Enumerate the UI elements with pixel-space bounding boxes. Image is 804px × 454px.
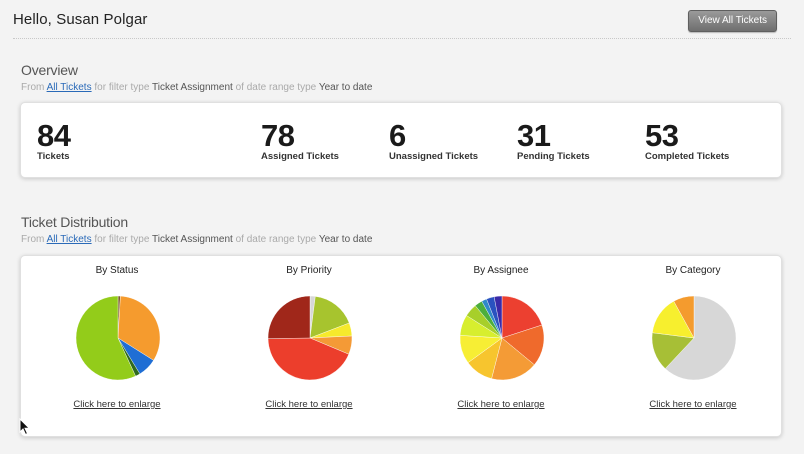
stat-label: Completed Tickets	[645, 151, 730, 162]
filter-prefix: From	[21, 234, 45, 245]
enlarge-link[interactable]: Click here to enlarge	[457, 399, 545, 410]
all-tickets-link[interactable]: All Tickets	[46, 234, 92, 245]
enlarge-link[interactable]: Click here to enlarge	[265, 399, 353, 410]
pie-slice[interactable]	[75, 295, 136, 381]
stat-tickets: 84 Tickets	[37, 118, 71, 162]
filter-mid-text: for filter type	[94, 82, 150, 93]
pie-slice[interactable]	[309, 296, 350, 339]
overview-panel: 84 Tickets 78 Assigned Tickets 6 Unassig…	[20, 102, 782, 178]
mouse-pointer-icon	[19, 418, 31, 436]
overview-filter-line: From All Tickets for filter type Ticket …	[21, 82, 372, 93]
stat-value: 84	[37, 118, 71, 153]
category-pie-chart[interactable]	[651, 295, 737, 381]
chart-by-category: By Category Click here to enlarge	[598, 256, 788, 436]
filter-mid-text: of date range type	[235, 82, 317, 93]
pie-slice[interactable]	[117, 295, 161, 361]
pie-slice[interactable]	[501, 295, 543, 339]
date-range-value: Year to date	[318, 82, 373, 93]
stat-unassigned-tickets: 6 Unassigned Tickets	[389, 118, 479, 162]
stat-value: 6	[389, 118, 406, 153]
chart-title: By Category	[665, 265, 721, 276]
filter-mid-text: for filter type	[94, 234, 150, 245]
enlarge-link[interactable]: Click here to enlarge	[649, 399, 737, 410]
stat-value: 53	[645, 118, 679, 153]
assignee-pie-chart[interactable]	[459, 295, 545, 381]
chart-title: By Assignee	[473, 265, 529, 276]
stat-label: Tickets	[37, 151, 70, 162]
overview-title: Overview	[21, 62, 78, 78]
filter-type-value: Ticket Assignment	[152, 82, 233, 93]
all-tickets-link[interactable]: All Tickets	[46, 82, 92, 93]
page-header: Hello, Susan Polgar View All Tickets	[13, 0, 791, 39]
priority-pie-chart[interactable]	[267, 295, 353, 381]
stat-pending-tickets: 31 Pending Tickets	[517, 118, 590, 162]
stat-value: 31	[517, 118, 551, 153]
greeting-text: Hello, Susan Polgar	[13, 11, 148, 28]
stat-label: Assigned Tickets	[261, 151, 339, 162]
stat-value: 78	[261, 118, 295, 153]
date-range-value: Year to date	[318, 234, 373, 245]
stat-completed-tickets: 53 Completed Tickets	[645, 118, 730, 162]
status-pie-chart[interactable]	[75, 295, 161, 381]
pie-slice[interactable]	[267, 337, 350, 381]
chart-by-status: By Status Click here to enlarge	[22, 256, 212, 436]
distribution-panel: By Status Click here to enlarge By Prior…	[20, 255, 782, 437]
filter-mid-text: of date range type	[235, 234, 317, 245]
stat-label: Unassigned Tickets	[389, 151, 479, 162]
distribution-filter-line: From All Tickets for filter type Ticket …	[21, 234, 372, 245]
stat-assigned-tickets: 78 Assigned Tickets	[261, 118, 339, 162]
pie-slice[interactable]	[673, 295, 695, 339]
pie-slice[interactable]	[664, 295, 737, 381]
chart-title: By Priority	[286, 265, 332, 276]
pie-slice[interactable]	[491, 337, 535, 381]
filter-type-value: Ticket Assignment	[152, 234, 233, 245]
chart-by-priority: By Priority Click here to enlarge	[214, 256, 404, 436]
filter-prefix: From	[21, 82, 45, 93]
stat-label: Pending Tickets	[517, 151, 590, 162]
chart-title: By Status	[95, 265, 139, 276]
pie-slice[interactable]	[267, 295, 311, 339]
view-all-tickets-button[interactable]: View All Tickets	[688, 10, 777, 32]
enlarge-link[interactable]: Click here to enlarge	[73, 399, 161, 410]
pie-slice[interactable]	[493, 295, 503, 339]
distribution-title: Ticket Distribution	[21, 214, 128, 230]
chart-by-assignee: By Assignee Click here to enlarge	[406, 256, 596, 436]
